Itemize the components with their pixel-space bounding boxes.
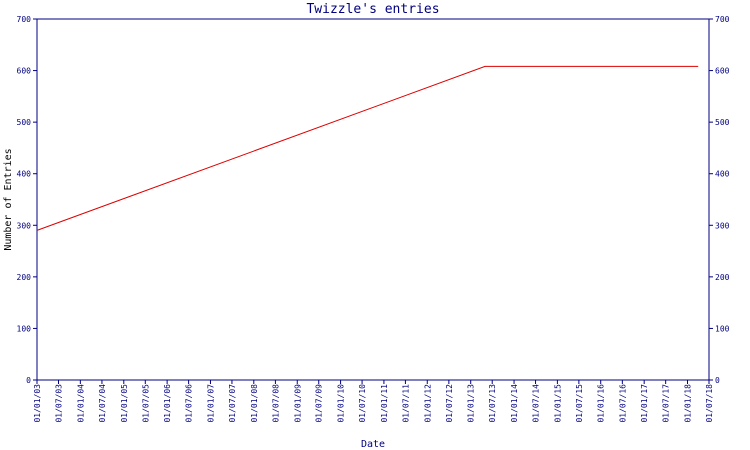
x-tick-label: 01/07/18 [705, 384, 714, 423]
x-axis-title: Date [361, 439, 385, 450]
x-tick-label: 01/07/04 [98, 384, 107, 423]
x-tick-label: 01/01/12 [423, 384, 432, 423]
y-axis-right: 0 100 200 300 400 500 600 700 [709, 15, 730, 385]
y-tick-label-right: 0 [715, 376, 720, 385]
y-tick-label-right: 700 [715, 15, 730, 24]
x-tick-label: 01/07/13 [488, 384, 497, 423]
x-tick-label: 01/07/05 [141, 384, 150, 423]
x-tick-label: 01/01/09 [293, 384, 302, 423]
x-tick-label: 01/01/03 [33, 384, 42, 423]
y-tick-label-right: 600 [715, 67, 730, 76]
x-tick-label: 01/07/06 [185, 384, 194, 423]
x-tick-label: 01/01/15 [553, 384, 562, 423]
x-tick-label: 01/07/11 [401, 384, 410, 423]
x-tick-label: 01/01/16 [597, 384, 606, 423]
x-tick-label: 01/07/16 [618, 384, 627, 423]
x-tick-label: 01/01/05 [120, 384, 129, 423]
x-tick-label: 01/01/18 [684, 384, 693, 423]
x-axis: 01/01/03 01/07/03 01/01/04 01/07/04 01/01/05… [33, 380, 714, 423]
x-tick-label: 01/01/04 [76, 384, 85, 423]
x-tick-label: 01/07/03 [54, 384, 63, 423]
x-tick-label: 01/07/14 [532, 384, 541, 423]
y-tick-label-left: 700 [17, 15, 32, 24]
x-tick-label: 01/01/10 [337, 384, 346, 423]
y-axis-title: Number of Entries [3, 148, 14, 250]
y-tick-label-right: 400 [715, 170, 730, 179]
plot-frame [36, 18, 710, 381]
x-tick-label: 01/07/08 [271, 384, 280, 423]
y-tick-label-left: 500 [17, 118, 32, 127]
y-tick-label-right: 100 [715, 324, 730, 333]
x-tick-label: 01/01/17 [640, 384, 649, 423]
y-tick-label-right: 300 [715, 221, 730, 230]
x-tick-label: 01/07/09 [315, 384, 324, 423]
y-tick-label-left: 0 [26, 376, 31, 385]
y-tick-label-left: 300 [17, 221, 32, 230]
y-tick-label-right: 200 [715, 273, 730, 282]
x-tick-label: 01/07/10 [358, 384, 367, 423]
x-tick-label: 01/01/11 [380, 384, 389, 423]
y-axis-left: 0 100 200 300 400 500 600 700 [17, 15, 37, 385]
x-tick-label: 01/01/06 [163, 384, 172, 423]
x-tick-label: 01/07/15 [575, 384, 584, 423]
x-tick-label: 01/07/07 [228, 384, 237, 423]
y-tick-label-left: 100 [17, 324, 32, 333]
x-tick-label: 01/01/08 [250, 384, 259, 423]
x-tick-label: 01/01/07 [206, 384, 215, 423]
series-layer [36, 65, 699, 231]
x-tick-label: 01/01/13 [467, 384, 476, 423]
x-tick-label: 01/01/14 [510, 384, 519, 423]
x-tick-label: 01/07/17 [662, 384, 671, 423]
y-tick-label-left: 600 [17, 67, 32, 76]
series-line [36, 65, 699, 231]
chart-title: Twizzle's entries [306, 2, 439, 17]
y-tick-label-left: 200 [17, 273, 32, 282]
y-tick-label-left: 400 [17, 170, 32, 179]
y-tick-label-right: 500 [715, 118, 730, 127]
x-tick-label: 01/07/12 [445, 384, 454, 423]
